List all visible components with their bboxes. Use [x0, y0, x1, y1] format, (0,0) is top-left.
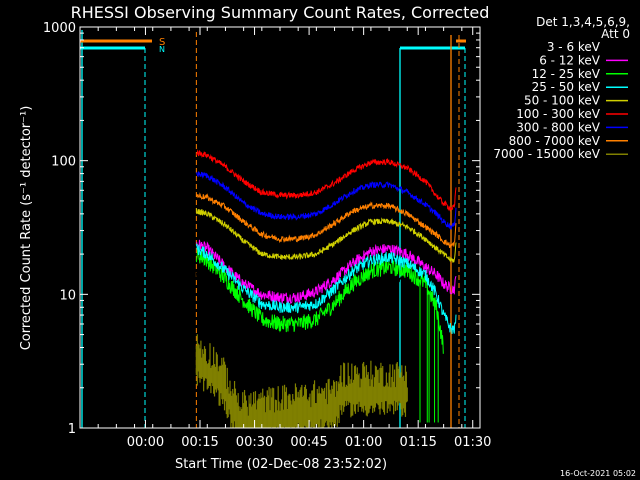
- legend-label: 50 - 100 keV: [524, 94, 601, 108]
- x-tick-label: 01:00: [345, 435, 382, 450]
- legend-label: 7000 - 15000 keV: [493, 147, 600, 161]
- series-line: [195, 171, 457, 230]
- legend-label: 100 - 300 keV: [516, 107, 600, 121]
- legend-title-line1: Det 1,3,4,5,6,9,: [536, 15, 630, 29]
- series-line: [195, 239, 457, 305]
- series-12-25-kev: [195, 247, 444, 423]
- series-50-100-kev: [195, 208, 457, 263]
- timestamp: 16-Oct-2021 05:02: [560, 469, 636, 478]
- series-25-50-kev: [195, 243, 457, 334]
- series-line: [195, 192, 457, 249]
- series-7000-15000-kev: [195, 334, 408, 428]
- legend-title-line2: Att 0: [601, 27, 630, 41]
- x-tick-label: 00:00: [127, 435, 164, 450]
- x-tick-label: 01:30: [454, 435, 491, 450]
- series-line: [195, 247, 444, 354]
- series-3-6-kev: [195, 267, 444, 356]
- legend-label: 300 - 800 keV: [516, 120, 600, 134]
- legend-label: 800 - 7000 keV: [509, 134, 601, 148]
- y-axis-label: Corrected Count Rate (s⁻¹ detector⁻¹): [19, 106, 34, 351]
- legend-label: 25 - 50 keV: [532, 80, 601, 94]
- flag-label: N: [159, 45, 165, 54]
- series-100-300-kev: [195, 149, 457, 212]
- series-300-800-kev: [195, 171, 457, 230]
- y-tick-label: 10: [59, 288, 76, 303]
- series-line: [195, 243, 457, 334]
- x-axis-label: Start Time (02-Dec-08 23:52:02): [175, 457, 387, 472]
- legend-label: 6 - 12 keV: [539, 53, 601, 67]
- series-6-12-kev: [195, 239, 457, 305]
- series-line: [195, 267, 444, 356]
- series-line: [195, 149, 457, 212]
- flag-label: S: [159, 37, 165, 48]
- series-line: [195, 208, 457, 263]
- legend-label: 3 - 6 keV: [547, 40, 601, 54]
- y-tick-label: 100: [51, 155, 76, 170]
- x-tick-label: 00:15: [181, 435, 218, 450]
- legend-label: 12 - 25 keV: [532, 67, 601, 81]
- chart-title: RHESSI Observing Summary Count Rates, Co…: [71, 3, 490, 22]
- y-tick-label: 1: [68, 422, 76, 437]
- y-tick-label: 1000: [43, 21, 76, 36]
- series-800-7000-kev: [195, 192, 457, 249]
- x-tick-label: 00:30: [236, 435, 273, 450]
- x-tick-label: 00:45: [290, 435, 327, 450]
- x-tick-label: 01:15: [399, 435, 436, 450]
